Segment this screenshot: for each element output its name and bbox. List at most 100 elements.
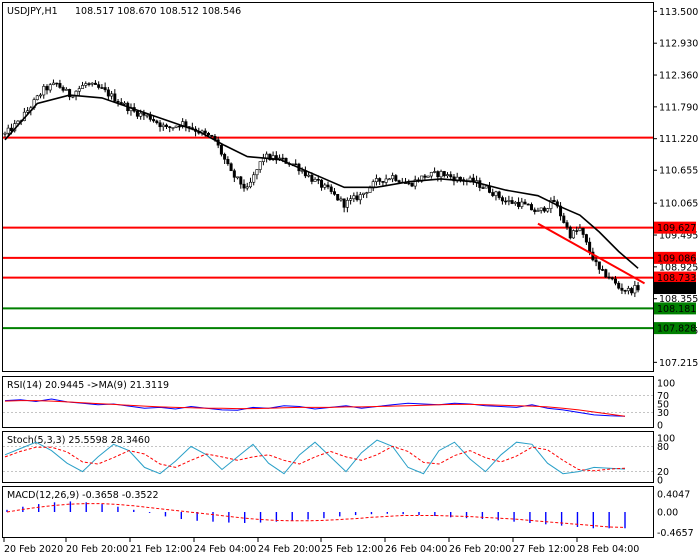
y-tick-label: 110.065 [659,199,698,210]
candle-body [391,175,395,180]
candle-body [93,82,97,85]
candle-body [517,201,521,207]
main-pane-frame [2,2,654,372]
candle-body [219,144,223,155]
x-tick-label: 24 Feb 20:00 [258,544,320,555]
candle-body [345,200,349,208]
candle-body [161,124,165,128]
candle-body [552,199,556,203]
candle-body [316,178,320,181]
candle-body [533,209,537,212]
resistance-tag-3-bg [654,271,696,284]
y-tick-label: 111.220 [659,134,698,145]
candle-body [601,269,605,271]
candle-body [339,198,343,201]
candle-body [436,171,440,178]
rsi-ma-line [4,400,626,417]
candle-body [442,171,446,177]
macd-title: MACD(12,26,9) -0.3658 -0.3522 [7,490,159,501]
x-tick-label: 26 Feb 04:00 [385,544,447,555]
candle-body [245,186,249,189]
candle-body [174,125,178,128]
candle-body [281,157,285,160]
candle-body [588,241,592,253]
candle-body [594,259,598,263]
candle-body [449,174,453,178]
candle-body [620,287,624,291]
candle-body [446,174,450,177]
candle-body [349,198,353,201]
candle-body [584,234,588,243]
candle-body [413,179,417,187]
candle-body [387,178,391,181]
candle-body [513,201,517,204]
candle-body [362,192,366,195]
x-tick-label: 21 Feb 12:00 [130,544,192,555]
candle-body [206,132,210,136]
candle-body [549,199,553,209]
candle-body [171,127,175,129]
rsi-tick-label: 30 [657,408,669,419]
candle-body [429,172,433,177]
candle-body [365,192,369,194]
stoch-tick-label: 0 [657,476,663,487]
candle-body [358,194,362,201]
candle-body [323,184,327,188]
candle-body [16,120,20,124]
symbol-title: USDJPY,H1 [7,6,58,17]
candle-body [562,215,566,223]
candle-body [274,155,278,161]
candle-body [636,285,640,291]
candle-body [84,83,88,86]
candle-body [504,200,508,203]
candle-body [64,89,68,91]
candle-body [223,153,227,160]
candle-body [3,132,7,135]
candle-body [568,226,572,239]
candle-body [597,261,601,270]
resistance-tag-2-bg [654,251,696,264]
stoch-tick-label: 80 [657,442,669,453]
candle-body [242,183,246,189]
candle-body [355,195,359,201]
candle-body [9,127,13,132]
candle-body [607,276,611,279]
y-tick-label: 111.790 [659,102,698,113]
candle-body [226,159,230,165]
candle-body [248,181,252,188]
candle-body [300,170,304,172]
y-tick-label: 113.500 [659,7,698,18]
rsi-pane-frame [2,376,654,428]
macd-pane-frame [2,486,654,538]
candle-body [487,185,491,193]
candle-body [203,130,207,134]
candle-body [26,110,30,113]
candle-body [546,208,550,212]
candle-body [374,178,378,182]
rsi-tick-label: 100 [657,379,675,390]
candle-body [378,178,382,182]
candle-body [113,93,117,102]
rsi-title: RSI(14) 20.9445 ->MA(9) 21.3119 [7,380,169,391]
y-tick-label: 112.930 [659,39,698,50]
candle-body [116,100,120,103]
candle-body [71,95,75,98]
macd-tick-label: 0.4047 [657,490,690,501]
candle-body [181,121,185,128]
resistance-tag-2: 109.086 [657,253,696,264]
candle-body [520,201,524,207]
candle-body [581,227,585,235]
candle-body [239,176,243,185]
candle-body [81,85,85,89]
candle-body [307,174,311,177]
candle-body [103,87,107,91]
candle-body [394,175,398,181]
stoch-title: Stoch(5,3,3) 25.5598 28.3460 [7,435,150,446]
candle-body [258,161,262,170]
candle-body [135,110,139,117]
candle-body [68,89,72,98]
last-price-tag: 108.546 [657,284,696,295]
x-tick-label: 20 Feb 2020 [4,544,63,555]
candle-body [423,175,427,178]
